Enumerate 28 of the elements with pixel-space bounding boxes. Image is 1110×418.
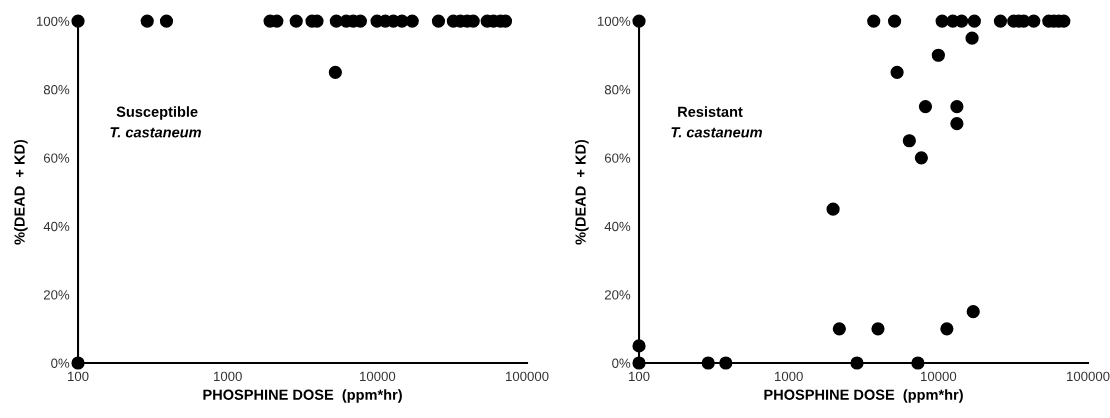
annotation: T. castaneum [110, 127, 201, 138]
x-axis-title: PHOSPHINE DOSE (ppm*hr) [203, 389, 402, 403]
x-tick-label: 10000 [921, 371, 957, 382]
x-tick-label: 100000 [1067, 371, 1110, 382]
y-tick-label: 40% [43, 221, 70, 232]
x-axis-title: PHOSPHINE DOSE (ppm*hr) [764, 389, 963, 403]
y-tick-label: 80% [604, 85, 631, 95]
y-tick-label: 100% [36, 16, 70, 26]
x-tick-label: 10000 [360, 371, 396, 382]
x-tick-label: 100000 [506, 371, 549, 382]
annotation: T. castaneum [671, 127, 762, 138]
x-tick-label: 1000 [214, 371, 242, 382]
y-tick-label: 100% [597, 16, 631, 26]
y-tick-label: 60% [604, 153, 631, 163]
annotation: Susceptible [116, 106, 198, 120]
annotation: Resistant [678, 106, 743, 117]
y-tick-label: 40% [604, 221, 631, 232]
y-axis-title: %(DEAD + KD) [14, 139, 28, 245]
x-tick-label: 100 [68, 371, 89, 382]
x-tick-label: 100 [629, 371, 650, 382]
x-tick-label: 1000 [775, 371, 803, 382]
y-tick-label: 0% [612, 358, 631, 368]
y-tick-label: 0% [51, 358, 70, 368]
y-tick-label: 60% [43, 153, 70, 163]
y-tick-label: 20% [43, 290, 70, 300]
y-tick-label: 80% [43, 85, 70, 95]
y-axis-title: %(DEAD + KD) [575, 139, 589, 245]
y-tick-label: 20% [604, 290, 631, 300]
